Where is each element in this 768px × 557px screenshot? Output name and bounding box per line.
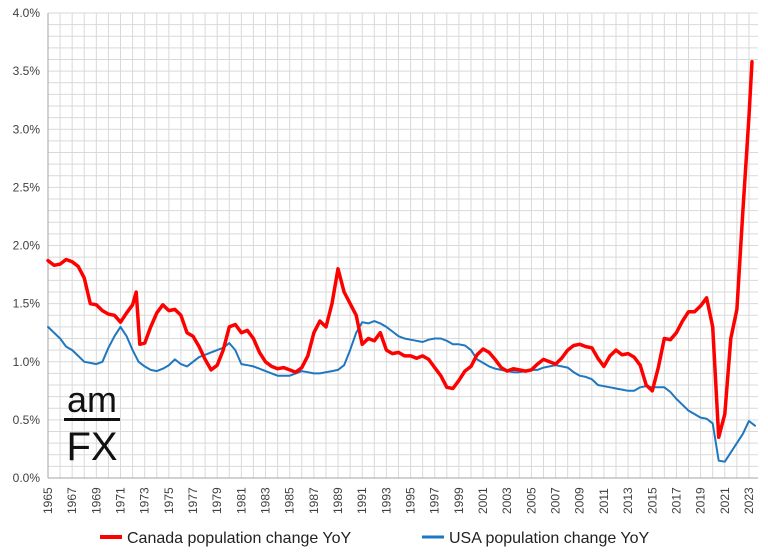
series-line-canada <box>46 60 754 440</box>
y-tick-label: 2.0% <box>13 239 41 253</box>
x-tick-label: 1965 <box>41 487 55 514</box>
x-tick-label: 2017 <box>669 487 683 514</box>
logo-bottom-text: FX <box>66 425 117 469</box>
y-tick-label: 0.5% <box>13 413 41 427</box>
legend-item-canada: Canada population change YoY <box>100 530 352 547</box>
series-lines <box>46 60 756 463</box>
legend-label: USA population change YoY <box>449 530 650 547</box>
x-tick-label: 1995 <box>404 487 418 514</box>
x-tick-label: 2001 <box>476 487 490 514</box>
x-tick-label: 1967 <box>65 487 79 514</box>
x-tick-label: 1979 <box>210 487 224 514</box>
x-tick-label: 1975 <box>162 487 176 514</box>
amfx-logo: am FX <box>64 379 120 469</box>
x-tick-label: 1991 <box>355 487 369 514</box>
x-tick-label: 1977 <box>186 487 200 514</box>
logo-divider <box>64 418 120 421</box>
y-tick-label: 2.5% <box>13 180 41 194</box>
x-tick-label: 1981 <box>234 487 248 514</box>
x-tick-label: 2021 <box>718 487 732 514</box>
x-tick-label: 2019 <box>694 487 708 514</box>
x-tick-label: 2011 <box>597 488 611 514</box>
x-tick-label: 2023 <box>742 487 756 514</box>
y-tick-label: 3.0% <box>13 122 41 136</box>
x-tick-label: 2015 <box>645 487 659 514</box>
x-tick-label: 2013 <box>621 487 635 514</box>
x-tick-label: 2009 <box>573 487 587 514</box>
legend-item-usa: USA population change YoY <box>422 530 650 547</box>
x-tick-label: 1987 <box>307 487 321 514</box>
x-tick-label: 2007 <box>549 487 563 514</box>
series-line-usa <box>47 320 756 463</box>
x-tick-label: 1985 <box>283 487 297 514</box>
grid-lines <box>47 12 758 479</box>
x-tick-label: 1983 <box>259 487 273 514</box>
y-tick-label: 1.5% <box>13 297 41 311</box>
y-tick-label: 1.0% <box>13 355 41 369</box>
x-tick-label: 2005 <box>524 487 538 514</box>
y-axis-ticks: 0.0% 0.5% 1.0% 1.5% 2.0% 2.5% 3.0% 3.5% 4.0% <box>13 6 41 485</box>
logo-top-text: am <box>67 379 117 420</box>
x-tick-label: 1993 <box>379 487 393 514</box>
y-tick-label: 3.5% <box>13 64 41 78</box>
x-tick-label: 1997 <box>428 487 442 514</box>
x-tick-label: 2003 <box>500 487 514 514</box>
x-tick-label: 1969 <box>89 487 103 514</box>
legend: Canada population change YoY USA populati… <box>100 530 650 547</box>
x-tick-label: 1999 <box>452 487 466 514</box>
x-tick-label: 1989 <box>331 487 345 514</box>
y-tick-label: 0.0% <box>13 471 41 485</box>
x-axis-ticks: 1965 1967 1969 1971 1973 1975 1977 1979 1981 1983… <box>41 487 756 514</box>
legend-label: Canada population change YoY <box>127 530 352 547</box>
x-tick-label: 1973 <box>138 487 152 514</box>
y-tick-label: 4.0% <box>13 6 41 20</box>
x-tick-label: 1971 <box>114 487 128 514</box>
